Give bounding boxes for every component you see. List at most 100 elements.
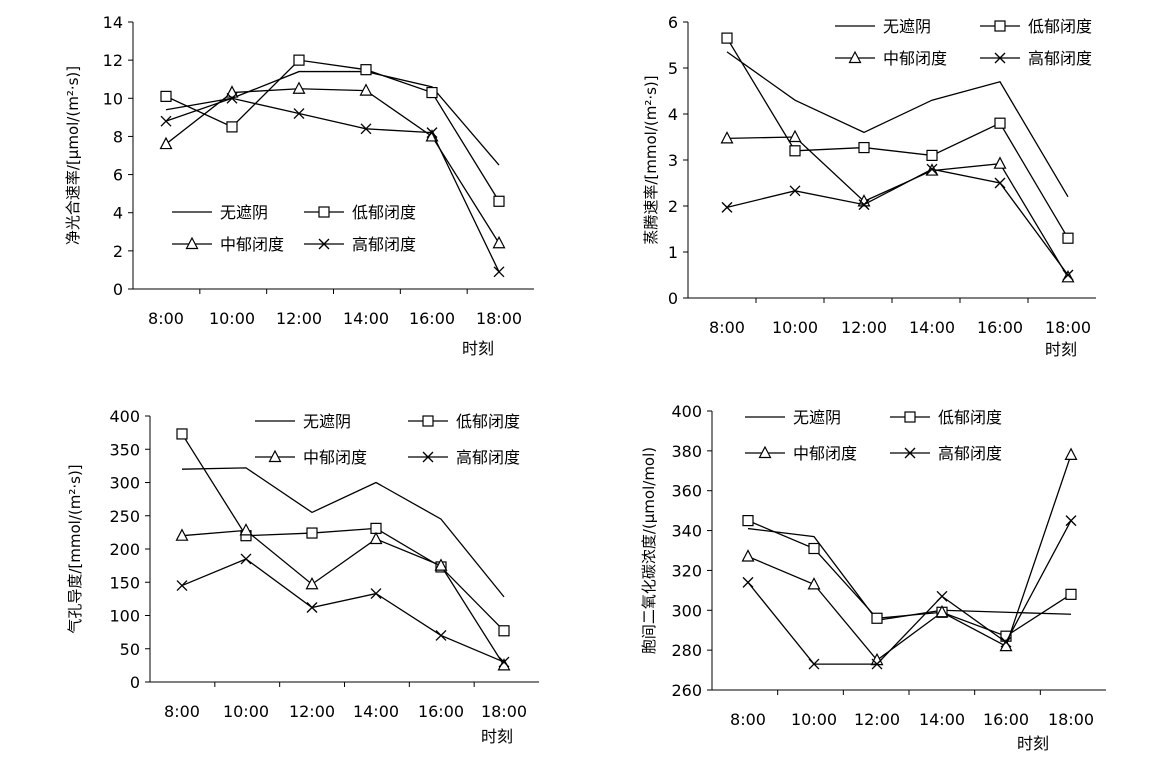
legend-label: 中郁闭度 <box>793 444 857 463</box>
data-point <box>492 235 506 249</box>
legend-marker <box>422 415 434 427</box>
y-tick-label: 2 <box>113 242 123 261</box>
series-2 <box>721 32 1074 244</box>
x-tick-label: 14:00 <box>353 702 399 721</box>
data-point <box>426 127 438 139</box>
x-tick-label: 10:00 <box>209 309 255 328</box>
series-1 <box>726 51 1069 198</box>
y-tick-label: 12 <box>103 51 123 70</box>
panel-stomatal-conductance: 0 50 100 150 200 250 300 350 400 8:00 10:00 12:00 14… <box>66 407 539 746</box>
y-tick-label: 14 <box>103 13 123 32</box>
y-axis-label: 胞间二氧化碳浓度/(μmol/mol) <box>640 447 658 654</box>
x-tick-label: 18:00 <box>1048 710 1094 729</box>
legend-marker <box>904 447 916 459</box>
legend-label: 中郁闭度 <box>883 49 947 68</box>
panel-net-photosynthesis: 0 2 4 6 8 10 12 14 8:00 10:00 12:00 14:00 16:00 18:00… <box>64 13 534 358</box>
y-tick-label: 10 <box>103 89 123 108</box>
y-tick-label: 5 <box>668 59 678 78</box>
y-axis-label: 净光合速率/[μmol/(m²·s)] <box>64 66 82 245</box>
series-3 <box>175 523 511 671</box>
legend-marker <box>185 236 199 250</box>
legend-marker <box>994 52 1006 64</box>
legend-item: 低郁闭度 <box>890 408 1002 427</box>
legend-item: 无遮阴 <box>745 408 841 427</box>
legend-item: 中郁闭度 <box>172 235 284 254</box>
legend-label: 低郁闭度 <box>352 203 416 222</box>
series-4 <box>742 515 1077 670</box>
legend-item: 高郁闭度 <box>408 448 520 467</box>
y-tick-label: 150 <box>109 573 140 592</box>
y-tick-label: 340 <box>671 522 702 541</box>
data-point <box>1065 588 1077 600</box>
legend-item: 中郁闭度 <box>835 49 947 68</box>
data-point <box>292 81 306 94</box>
legend-item: 高郁闭度 <box>304 235 416 254</box>
legend-marker <box>994 20 1006 32</box>
y-tick-label: 400 <box>671 402 702 421</box>
legend-item: 无遮阴 <box>172 203 268 222</box>
legend-label: 中郁闭度 <box>220 235 284 254</box>
data-point <box>175 528 189 541</box>
y-tick-label: 1 <box>668 243 678 262</box>
legend-marker <box>904 411 916 423</box>
data-point <box>293 108 305 120</box>
data-point <box>369 531 383 545</box>
data-point <box>239 523 253 536</box>
series-4 <box>160 92 505 278</box>
series-4 <box>721 163 1074 281</box>
panel-transpiration: 0 1 2 3 4 5 6 8:00 10:00 12:00 14:00 16:00 18:00 时刻 蒸腾… <box>642 13 1096 359</box>
data-point <box>498 625 510 637</box>
series-line <box>747 527 1072 621</box>
data-point <box>493 266 505 278</box>
series-2 <box>160 54 505 207</box>
data-point <box>789 145 801 157</box>
y-tick-label: 3 <box>668 151 678 170</box>
x-axis-label: 时刻 <box>1045 340 1077 359</box>
y-tick-label: 0 <box>668 289 678 308</box>
series-3 <box>720 129 1075 283</box>
data-point <box>360 123 372 135</box>
legend-item: 中郁闭度 <box>745 444 857 463</box>
legend-label: 无遮阴 <box>793 408 841 427</box>
y-tick-label: 8 <box>113 127 123 146</box>
x-tick-label: 8:00 <box>709 318 745 337</box>
data-point <box>498 656 510 668</box>
y-tick-label: 4 <box>668 105 678 124</box>
legend-marker <box>318 206 330 218</box>
data-point <box>871 658 883 670</box>
data-point <box>359 83 373 96</box>
data-point <box>370 588 382 600</box>
series-line <box>726 136 1069 278</box>
x-tick-label: 14:00 <box>919 710 965 729</box>
x-tick-label: 18:00 <box>481 702 527 721</box>
legend-label: 高郁闭度 <box>1028 49 1092 68</box>
legend-label: 低郁闭度 <box>1028 17 1092 36</box>
data-point <box>808 658 820 670</box>
x-axis-label: 时刻 <box>1017 734 1049 753</box>
data-point <box>306 527 318 539</box>
data-point <box>1061 270 1075 283</box>
data-point <box>789 185 801 197</box>
data-point <box>788 129 802 143</box>
data-point <box>226 121 238 133</box>
data-point <box>1000 636 1012 648</box>
data-point <box>225 85 239 98</box>
x-tick-label: 16:00 <box>983 710 1029 729</box>
y-tick-label: 2 <box>668 197 678 216</box>
data-point <box>926 163 938 175</box>
y-tick-label: 380 <box>671 442 702 461</box>
legend-label: 中郁闭度 <box>303 448 367 467</box>
series-line <box>726 168 1069 276</box>
data-point <box>936 590 948 602</box>
x-tick-label: 14:00 <box>343 309 389 328</box>
y-tick-label: 6 <box>113 166 123 185</box>
x-axis-label: 时刻 <box>481 727 513 746</box>
y-tick-label: 0 <box>130 673 140 692</box>
data-point <box>493 195 505 207</box>
series-1 <box>747 527 1072 621</box>
y-tick-label: 250 <box>109 507 140 526</box>
series-4 <box>176 553 510 668</box>
x-axis-label: 时刻 <box>462 339 494 358</box>
data-point <box>1062 232 1074 244</box>
